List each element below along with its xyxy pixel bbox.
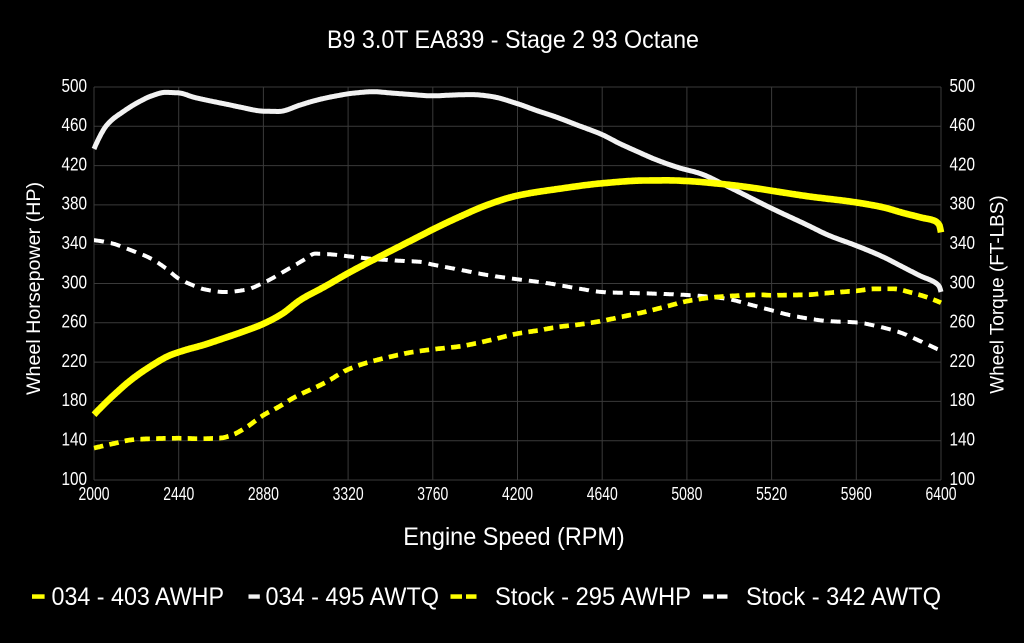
svg-text:5080: 5080 <box>671 484 702 504</box>
svg-text:500: 500 <box>62 76 88 96</box>
svg-text:460: 460 <box>62 115 88 135</box>
svg-text:2000: 2000 <box>79 484 110 504</box>
svg-text:260: 260 <box>62 312 88 332</box>
svg-text:340: 340 <box>950 233 976 253</box>
svg-text:420: 420 <box>62 154 88 174</box>
svg-text:2440: 2440 <box>163 484 194 504</box>
svg-text:Engine Speed (RPM): Engine Speed (RPM) <box>403 523 625 551</box>
svg-text:460: 460 <box>950 115 976 135</box>
svg-text:B9 3.0T EA839 - Stage 2 93 Oct: B9 3.0T EA839 - Stage 2 93 Octane <box>327 26 699 54</box>
svg-text:Stock - 295 AWHP: Stock - 295 AWHP <box>495 583 691 611</box>
svg-text:380: 380 <box>62 194 88 214</box>
svg-text:260: 260 <box>950 312 976 332</box>
svg-text:140: 140 <box>62 430 88 450</box>
svg-text:380: 380 <box>950 194 976 214</box>
svg-text:034 - 495 AWTQ: 034 - 495 AWTQ <box>266 583 440 611</box>
svg-text:3320: 3320 <box>333 484 364 504</box>
svg-text:220: 220 <box>950 351 976 371</box>
svg-text:3760: 3760 <box>417 484 448 504</box>
svg-text:180: 180 <box>950 390 976 410</box>
svg-text:300: 300 <box>950 272 976 292</box>
svg-text:220: 220 <box>62 351 88 371</box>
svg-text:5960: 5960 <box>841 484 872 504</box>
svg-text:2880: 2880 <box>248 484 279 504</box>
svg-text:420: 420 <box>950 154 976 174</box>
svg-text:500: 500 <box>950 76 976 96</box>
svg-text:100: 100 <box>62 469 88 489</box>
svg-text:034 - 403 AWHP: 034 - 403 AWHP <box>52 583 225 611</box>
svg-text:Wheel Torque (FT-LBS): Wheel Torque (FT-LBS) <box>987 195 1008 394</box>
svg-text:5520: 5520 <box>756 484 787 504</box>
svg-text:Stock - 342 AWTQ: Stock - 342 AWTQ <box>746 583 941 611</box>
svg-text:4640: 4640 <box>587 484 618 504</box>
svg-text:300: 300 <box>62 272 88 292</box>
svg-text:140: 140 <box>950 430 976 450</box>
svg-text:6400: 6400 <box>926 484 957 504</box>
svg-text:340: 340 <box>62 233 88 253</box>
svg-text:Wheel Horsepower (HP): Wheel Horsepower (HP) <box>24 182 45 395</box>
svg-text:4200: 4200 <box>502 484 533 504</box>
svg-text:100: 100 <box>950 469 976 489</box>
svg-text:180: 180 <box>62 390 88 410</box>
